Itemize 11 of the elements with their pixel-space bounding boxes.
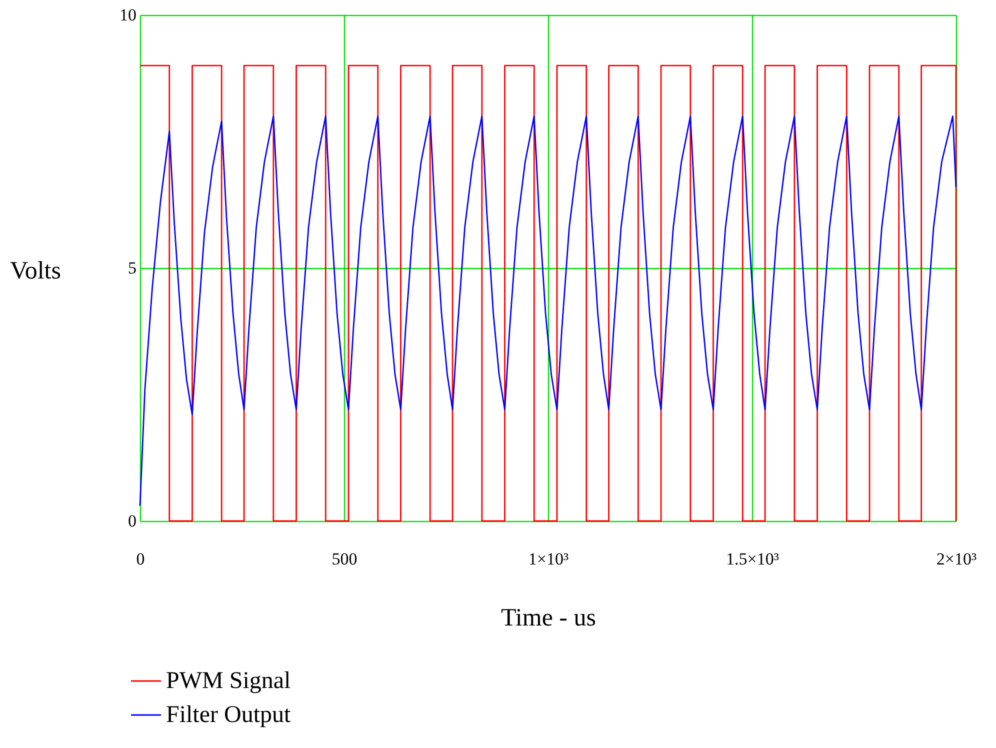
x-tick-label: 500: [332, 550, 358, 568]
y-tick-label: 5: [128, 258, 136, 278]
legend-label: Filter Output: [166, 702, 291, 728]
x-tick-label: 2×10³: [936, 550, 977, 568]
y-axis-title: Volts: [10, 258, 61, 284]
legend-label: PWM Signal: [166, 668, 292, 694]
y-tick-label: 10: [120, 6, 136, 24]
x-tick-label: 1×10³: [528, 550, 569, 568]
x-tick-label: 1.5×10³: [726, 550, 779, 568]
y-tick-label: 0: [128, 512, 136, 530]
x-axis-title: Time - us: [501, 604, 596, 632]
